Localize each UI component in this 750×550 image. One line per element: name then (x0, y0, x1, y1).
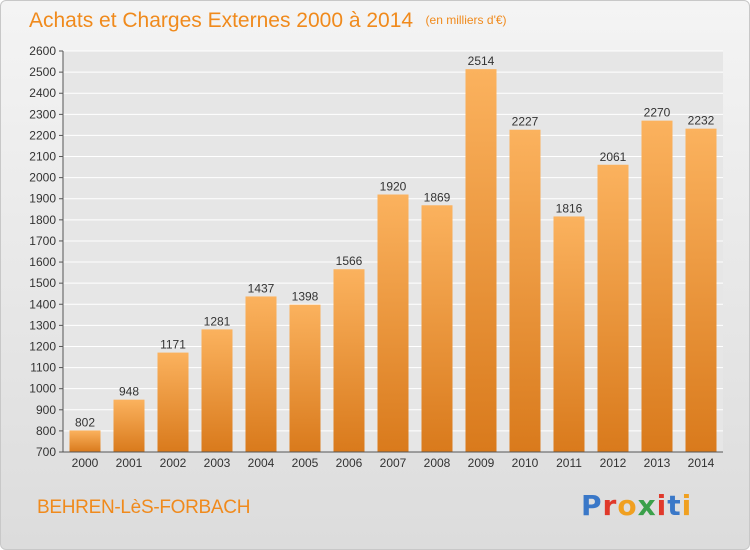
bar (113, 399, 145, 452)
data-label: 1281 (204, 314, 231, 328)
x-tick-label: 2006 (336, 456, 363, 470)
data-label: 2270 (644, 106, 671, 120)
chart-unit: (en milliers d'€) (425, 13, 507, 27)
x-tick-label: 2007 (380, 456, 407, 470)
bar (509, 129, 541, 452)
bar (333, 269, 365, 452)
bar (465, 69, 497, 453)
x-tick-label: 2009 (468, 456, 495, 470)
bar (69, 430, 101, 452)
y-tick-label: 700 (36, 445, 56, 459)
bar (685, 128, 717, 452)
y-tick-label: 2300 (29, 107, 56, 121)
data-label: 2227 (512, 115, 539, 129)
y-tick-label: 800 (36, 424, 56, 438)
bar (641, 120, 673, 452)
y-tick-label: 2200 (29, 128, 56, 142)
y-tick-label: 2400 (29, 86, 56, 100)
data-label: 1437 (248, 281, 275, 295)
bar (421, 205, 453, 452)
y-tick-label: 1700 (29, 234, 56, 248)
place-name: BEHREN-LèS-FORBACH (37, 497, 251, 518)
x-tick-label: 2003 (204, 456, 231, 470)
bar (289, 304, 321, 452)
y-tick-label: 2000 (29, 171, 56, 185)
x-tick-label: 2011 (556, 456, 582, 470)
data-label: 1816 (556, 201, 583, 215)
data-label: 1869 (424, 190, 451, 204)
y-axis: 700 800 900 1000 1100 1200 1300 1400 1500 1600 170… (29, 44, 64, 459)
y-tick-label: 1200 (29, 339, 56, 353)
data-labels: 802 948 1171 1281 1437 1398 1566 1920 1869 2514 22… (75, 54, 715, 429)
data-label: 2061 (600, 150, 627, 164)
y-tick-label: 1000 (29, 382, 56, 396)
chart-title: Achats et Charges Externes 2000 à 2014 (29, 9, 414, 32)
data-label: 1920 (380, 180, 407, 194)
data-label: 1566 (336, 254, 363, 268)
y-tick-label: 1900 (29, 192, 56, 206)
proxiti-logo: Proxiti (581, 489, 693, 522)
bar (245, 296, 277, 452)
bars (69, 69, 717, 453)
y-tick-label: 2500 (29, 65, 56, 79)
x-tick-label: 2000 (72, 456, 99, 470)
y-tick-label: 1300 (29, 318, 56, 332)
x-tick-label: 2013 (644, 456, 671, 470)
data-label: 1398 (292, 290, 319, 304)
y-tick-label: 1500 (29, 276, 56, 290)
y-tick-label: 900 (36, 403, 56, 417)
data-label: 2232 (688, 114, 715, 128)
data-label: 1171 (160, 338, 186, 352)
y-tick-label: 1100 (30, 361, 56, 375)
x-tick-label: 2002 (160, 456, 187, 470)
x-tick-label: 2008 (424, 456, 451, 470)
x-tick-label: 2012 (600, 456, 627, 470)
y-tick-label: 1400 (29, 297, 56, 311)
x-tick-label: 2001 (116, 456, 143, 470)
bar (157, 352, 189, 452)
x-tick-label: 2014 (688, 456, 715, 470)
y-tick-label: 2100 (29, 150, 56, 164)
bar (597, 164, 629, 452)
x-axis: 2000 2001 2002 2003 2004 2005 2006 2007 2008 2009… (63, 451, 723, 470)
y-tick-label: 1600 (29, 255, 56, 269)
data-label: 2514 (468, 54, 495, 68)
y-tick-label: 1800 (29, 213, 56, 227)
data-label: 948 (119, 385, 139, 399)
x-tick-label: 2010 (512, 456, 539, 470)
bar (201, 329, 233, 452)
x-tick-label: 2005 (292, 456, 319, 470)
data-label: 802 (75, 415, 95, 429)
bar (377, 194, 409, 452)
y-tick-label: 2600 (29, 44, 56, 58)
title-row: Achats et Charges Externes 2000 à 2014 (… (29, 9, 507, 33)
x-tick-label: 2004 (248, 456, 275, 470)
bar (553, 216, 585, 452)
